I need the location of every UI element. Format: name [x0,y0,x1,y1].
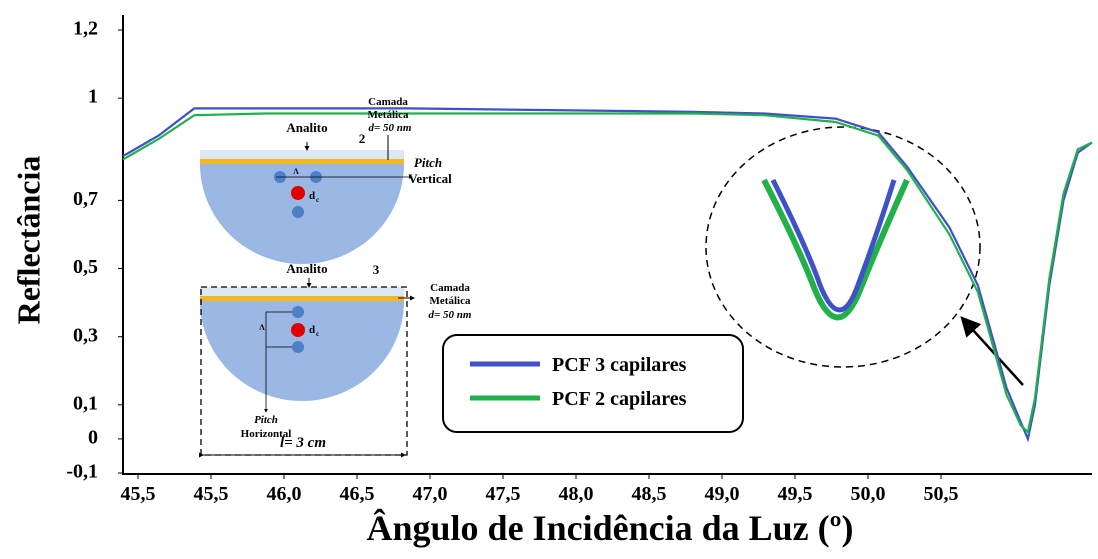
annotation: Pitch [414,155,442,170]
x-tick-label: 50,5 [924,483,959,505]
y-axis-title: Reflectância [10,156,46,325]
y-tick-label: 0,7 [73,188,98,210]
x-tick-label: 48,0 [559,483,594,505]
y-tick-label: -0,1 [66,461,98,483]
x-tick-label: 48,5 [632,483,667,505]
x-tick-label: 49,5 [778,483,813,505]
y-tick-label: 0,5 [73,256,98,278]
x-tick-label: 47,0 [413,483,448,505]
x-tick-label: 49,0 [705,483,740,505]
annotation: c [316,330,319,338]
legend-label: PCF 3 capilares [552,354,687,376]
annotation: Camada [368,96,408,108]
annotation: d [309,190,315,202]
y-tick-label: 0,1 [73,392,98,414]
annotation: d= 50 nm [429,309,472,321]
x-tick-label: 45,5 [194,483,229,505]
x-tick-label: 47,5 [486,483,521,505]
x-tick-label: 50,0 [851,483,886,505]
chart: Reflectância Ângulo de Incidência da Luz… [0,0,1098,554]
annotation: Camada [430,282,470,294]
legend-box [443,335,743,432]
x-axis-title: Ângulo de Incidência da Luz (º) [367,508,854,548]
annotation: c [316,196,319,204]
annotation: Analito [286,261,327,276]
annotation: l= 3 cm [280,435,326,451]
annotation: Metálica [430,295,471,307]
annotation: Analito [286,120,327,135]
zoom-detail [706,127,1023,385]
x-tick-label: 45,5 [121,483,156,505]
inset-horizontal [200,278,414,455]
y-tick-label: 1,2 [73,18,98,40]
y-tick-label: 0,3 [73,324,98,346]
annotation: d= 50 nm [369,122,412,134]
annotation: Metálica [368,109,409,121]
annotation: Λ [293,167,299,176]
annotation: Pitch [254,414,278,426]
annotation: Vertical [408,171,452,186]
annotation: Λ [259,323,265,332]
legend-label: PCF 2 capilares [552,388,687,410]
page: {"chart_data": {"type": "line", "x_label… [0,0,1098,559]
x-tick-label: 46,5 [340,483,375,505]
x-tick-label: 46,0 [267,483,302,505]
inset-vertical [200,135,412,264]
annotation: d [309,324,315,336]
y-tick-label: 0 [88,427,98,449]
y-tick-label: 1 [88,86,98,108]
annotation: 2 [359,131,366,146]
annotation: 3 [373,262,380,277]
